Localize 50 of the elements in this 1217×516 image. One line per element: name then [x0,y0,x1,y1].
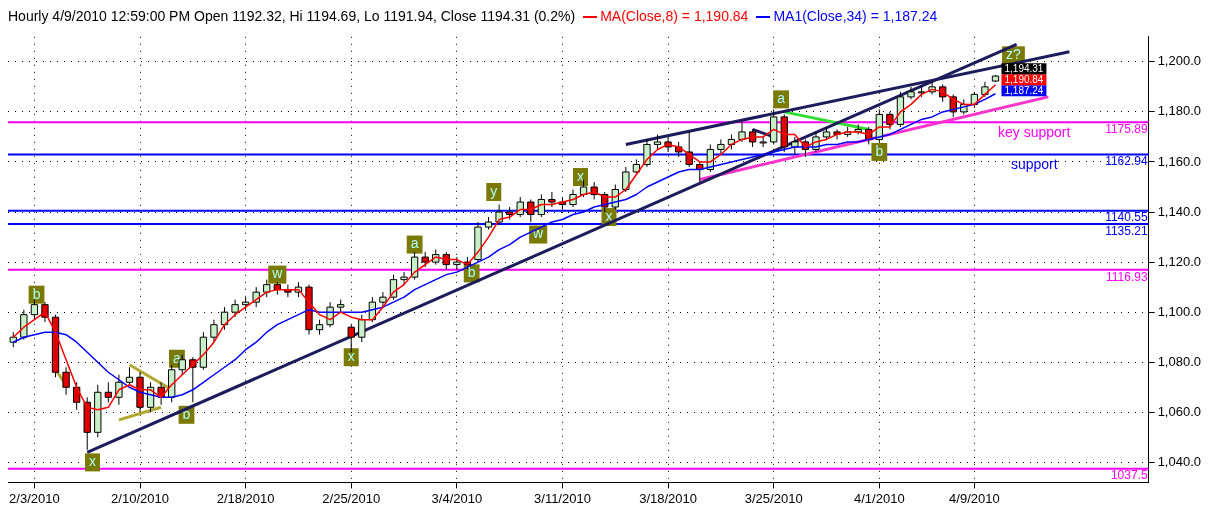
y-tick-label: 1,040.0 [1157,453,1201,469]
y-tick-label: 1,180.0 [1157,103,1201,119]
x-tick-label: 2/10/2010 [111,490,169,506]
y-tick-label: 1,120.0 [1157,253,1201,269]
annotation: support [1010,156,1058,173]
ref-line-label: 1175.89 [1105,122,1148,136]
ref-line-label: 1116.93 [1106,269,1148,284]
annotation: a [410,235,419,252]
ref-line-label: 1140.55 [1105,210,1148,225]
x-tick-label: 2/3/2010 [9,490,60,506]
data-label: 1,190.84 [1004,74,1044,86]
x-tick-label: 3/25/2010 [744,490,803,506]
ref-line-label: 1135.21 [1105,223,1148,238]
x-tick-label: 4/9/2010 [949,490,1000,506]
x-tick-label: 2/25/2010 [322,490,381,506]
candlestick [284,284,292,298]
x-tick-label: 3/4/2010 [431,490,483,506]
annotation: a [173,349,182,366]
annotation: key support [998,124,1071,141]
annotation: x [89,453,97,470]
annotation: w [532,225,545,242]
y-tick-label: 1,200.0 [1157,53,1201,69]
y-tick-label: 1,140.0 [1157,203,1201,219]
y-tick-label: 1,060.0 [1157,403,1201,419]
y-tick-label: 1,160.0 [1157,153,1201,169]
candlestick [210,319,218,343]
annotation: b [467,264,476,281]
annotation: x [576,167,584,184]
ref-line-label: 1037.5 [1110,468,1148,483]
annotation: x [605,207,613,224]
y-tick-label: 1,100.0 [1157,303,1201,319]
annotation: x [347,348,355,365]
y-tick-label: 1,080.0 [1157,353,1201,369]
legend-label: MA1(Close,34) = 1,187.24 [773,8,938,24]
x-tick-label: 4/1/2010 [854,490,905,506]
x-tick-label: 3/18/2010 [639,490,698,506]
text: 1,194.31 [1004,63,1044,75]
annotation: z? [1006,46,1022,63]
annotation: b [875,142,884,159]
x-tick-label: 2/18/2010 [216,490,275,506]
annotation: a [777,90,786,107]
legend-label: MA(Close,8) = 1,190.84 [600,8,749,24]
x-tick-label: 3/11/2010 [534,490,591,506]
data-label: 1,187.24 [1004,85,1044,97]
ref-line-label: 1162.94 [1105,154,1148,169]
annotation: y [490,182,498,199]
candlestick [738,121,746,143]
annotation: w [271,265,284,282]
annotation: b [32,285,41,302]
chart-title: Hourly 4/9/2010 12:59:00 PM Open 1192.32, Hi 1194.69, Lo 1191.94, Close 1194.31 (0.2%) [8,8,576,24]
